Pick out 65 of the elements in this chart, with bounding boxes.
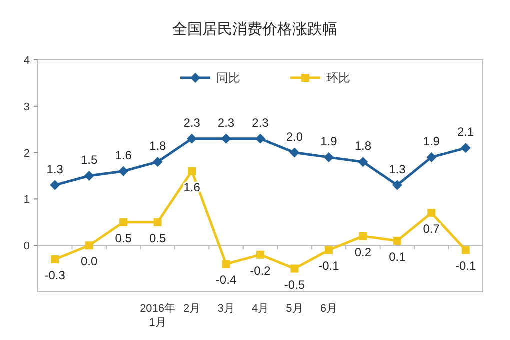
- point: [256, 250, 264, 259]
- data-label: -0.3: [44, 268, 66, 283]
- data-label: 1.9: [320, 134, 338, 148]
- point: [393, 236, 402, 245]
- y-tick-label: 4: [24, 55, 30, 67]
- data-label: -0.4: [216, 273, 237, 288]
- point: [222, 260, 230, 268]
- legend-label: 环比: [326, 71, 350, 85]
- data-label: 2.1: [458, 125, 475, 140]
- data-label: -0.1: [456, 259, 477, 274]
- data-label: 2.3: [218, 116, 235, 130]
- x-tick-label: 3月: [218, 303, 235, 315]
- data-label: 0.1: [389, 250, 406, 264]
- point: [187, 134, 198, 144]
- point: [460, 143, 471, 154]
- point: [84, 171, 94, 181]
- x-tick-label: 2月: [183, 303, 201, 315]
- y-tick-label: 3: [24, 101, 30, 114]
- data-label: 1.5: [81, 153, 98, 167]
- y-tick-label: 1: [24, 194, 30, 206]
- point: [324, 246, 333, 254]
- point: [290, 148, 300, 158]
- point: [358, 157, 368, 168]
- data-label: -0.2: [250, 264, 272, 278]
- data-label: 1.8: [354, 139, 372, 154]
- x-tick-label: 5月: [286, 303, 304, 315]
- point: [256, 134, 266, 144]
- point: [152, 157, 163, 168]
- y-tick-label: 0: [24, 240, 30, 253]
- data-label: 2.3: [252, 116, 270, 130]
- point: [118, 166, 129, 176]
- chart-title: 全国居民消费价格涨跌幅: [172, 21, 338, 38]
- x-tick-label: 6月: [320, 303, 338, 315]
- data-label: 1.9: [423, 134, 440, 148]
- point: [50, 180, 60, 190]
- point: [462, 246, 470, 254]
- point: [426, 152, 437, 162]
- point: [51, 256, 60, 264]
- point: [85, 242, 94, 250]
- x-tick-label: 4月: [252, 303, 270, 315]
- point: [290, 264, 299, 273]
- data-label: 0.5: [115, 231, 132, 246]
- data-label: 0.0: [81, 254, 98, 269]
- data-label: 2.0: [286, 130, 304, 144]
- x-tick-label: 2016年1月: [140, 303, 176, 329]
- point: [359, 232, 368, 240]
- data-label: 0.7: [423, 222, 440, 236]
- data-label: 2.3: [184, 116, 201, 130]
- data-label: 1.6: [115, 148, 132, 162]
- point: [221, 134, 232, 144]
- data-label: 0.2: [354, 245, 372, 260]
- data-label: -0.1: [318, 259, 340, 274]
- legend-label: 同比: [216, 71, 240, 85]
- point: [428, 209, 436, 218]
- data-label: 0.5: [149, 231, 166, 246]
- point: [154, 218, 162, 226]
- data-label: 1.3: [389, 162, 406, 176]
- point: [324, 152, 334, 162]
- data-label: -0.5: [284, 278, 306, 292]
- y-tick-label: 2: [24, 148, 30, 160]
- point: [392, 180, 402, 190]
- point: [120, 218, 128, 226]
- data-label: 1.8: [149, 139, 166, 154]
- data-label: 1.3: [46, 162, 64, 176]
- point: [188, 167, 196, 176]
